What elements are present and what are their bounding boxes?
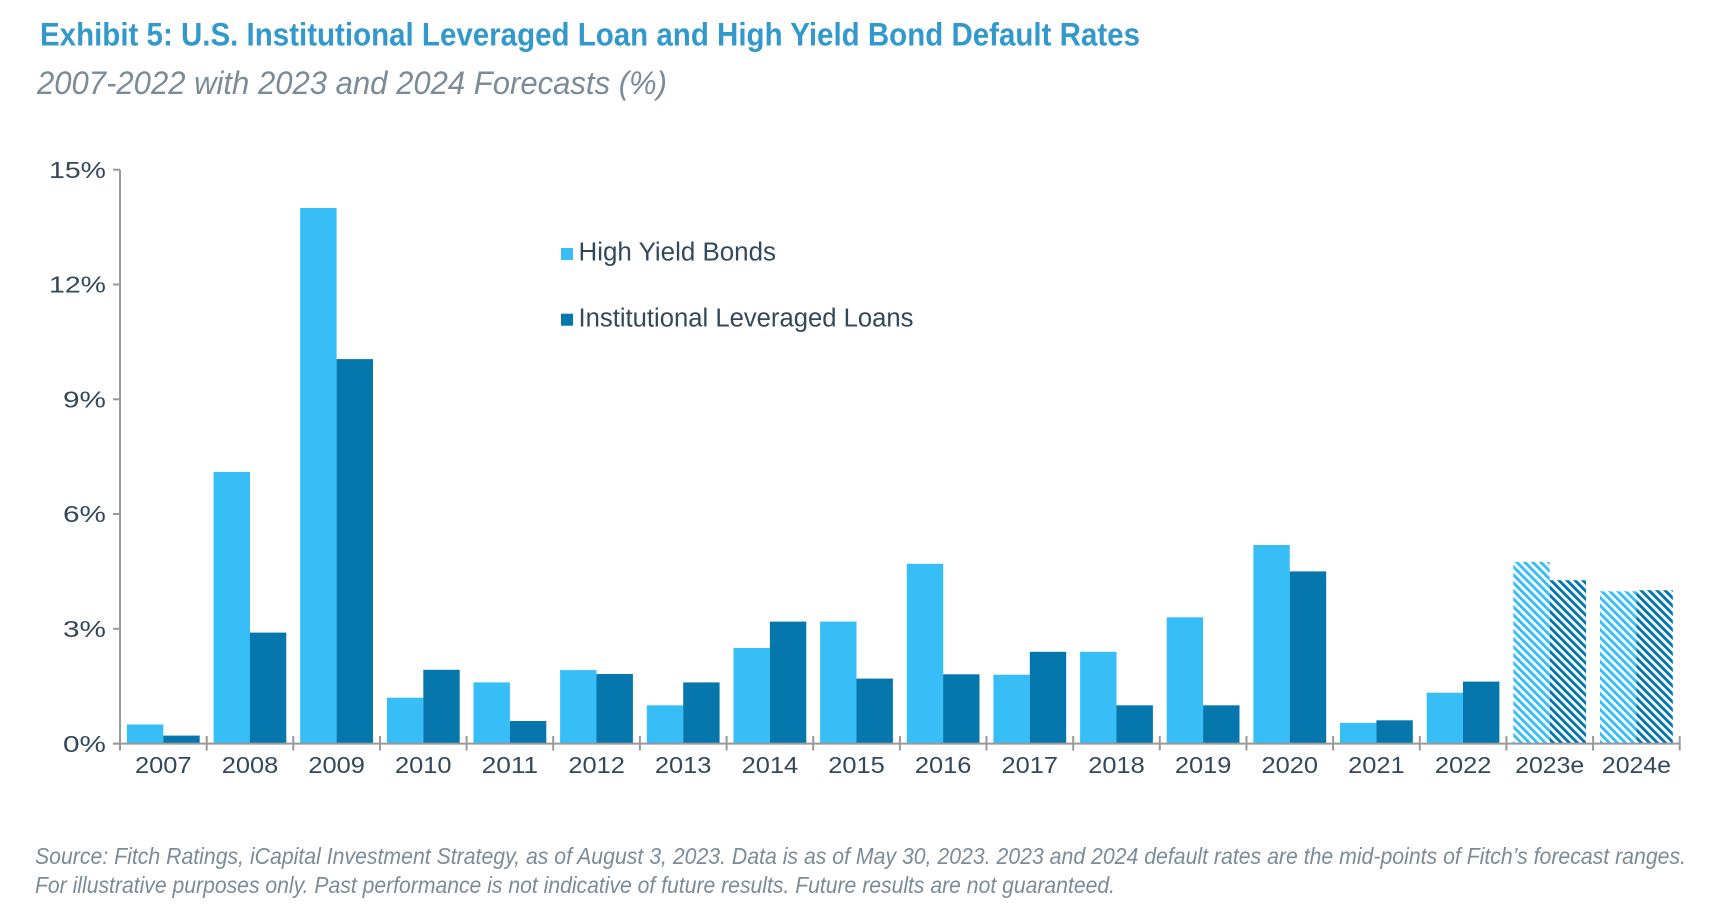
svg-text:2021: 2021 <box>1348 752 1405 778</box>
svg-text:2012: 2012 <box>568 752 625 778</box>
svg-text:2023e: 2023e <box>1515 752 1584 778</box>
svg-text:2011: 2011 <box>482 752 539 778</box>
svg-text:Source: Fitch Ratings, iCapita: Source: Fitch Ratings, iCapital Investme… <box>35 843 1686 869</box>
svg-text:2010: 2010 <box>395 752 452 778</box>
svg-text:2020: 2020 <box>1262 752 1319 778</box>
svg-text:15%: 15% <box>49 157 106 183</box>
svg-text:2018: 2018 <box>1088 752 1145 778</box>
svg-text:0%: 0% <box>63 731 106 757</box>
svg-text:2016: 2016 <box>915 752 972 778</box>
svg-text:6%: 6% <box>63 501 106 527</box>
svg-text:2014: 2014 <box>742 752 799 778</box>
svg-text:Institutional Leveraged Loans: Institutional Leveraged Loans <box>579 304 914 332</box>
svg-text:9%: 9% <box>63 387 106 413</box>
svg-text:2013: 2013 <box>655 752 712 778</box>
svg-text:12%: 12% <box>49 272 106 298</box>
svg-text:2007-2022 with 2023 and 2024 F: 2007-2022 with 2023 and 2024 Forecasts (… <box>36 65 667 101</box>
svg-text:2019: 2019 <box>1175 752 1232 778</box>
svg-text:2007: 2007 <box>135 752 192 778</box>
svg-text:Exhibit 5: U.S. Institutional: Exhibit 5: U.S. Institutional Leveraged … <box>40 17 1140 53</box>
svg-text:2017: 2017 <box>1002 752 1059 778</box>
svg-text:2009: 2009 <box>308 752 365 778</box>
svg-text:3%: 3% <box>63 616 106 642</box>
svg-text:2015: 2015 <box>828 752 885 778</box>
svg-text:2024e: 2024e <box>1602 752 1671 778</box>
svg-text:High Yield Bonds: High Yield Bonds <box>579 239 777 267</box>
svg-text:For illustrative purposes only: For illustrative purposes only. Past per… <box>35 872 1115 898</box>
svg-text:2022: 2022 <box>1435 752 1492 778</box>
svg-text:2008: 2008 <box>222 752 279 778</box>
